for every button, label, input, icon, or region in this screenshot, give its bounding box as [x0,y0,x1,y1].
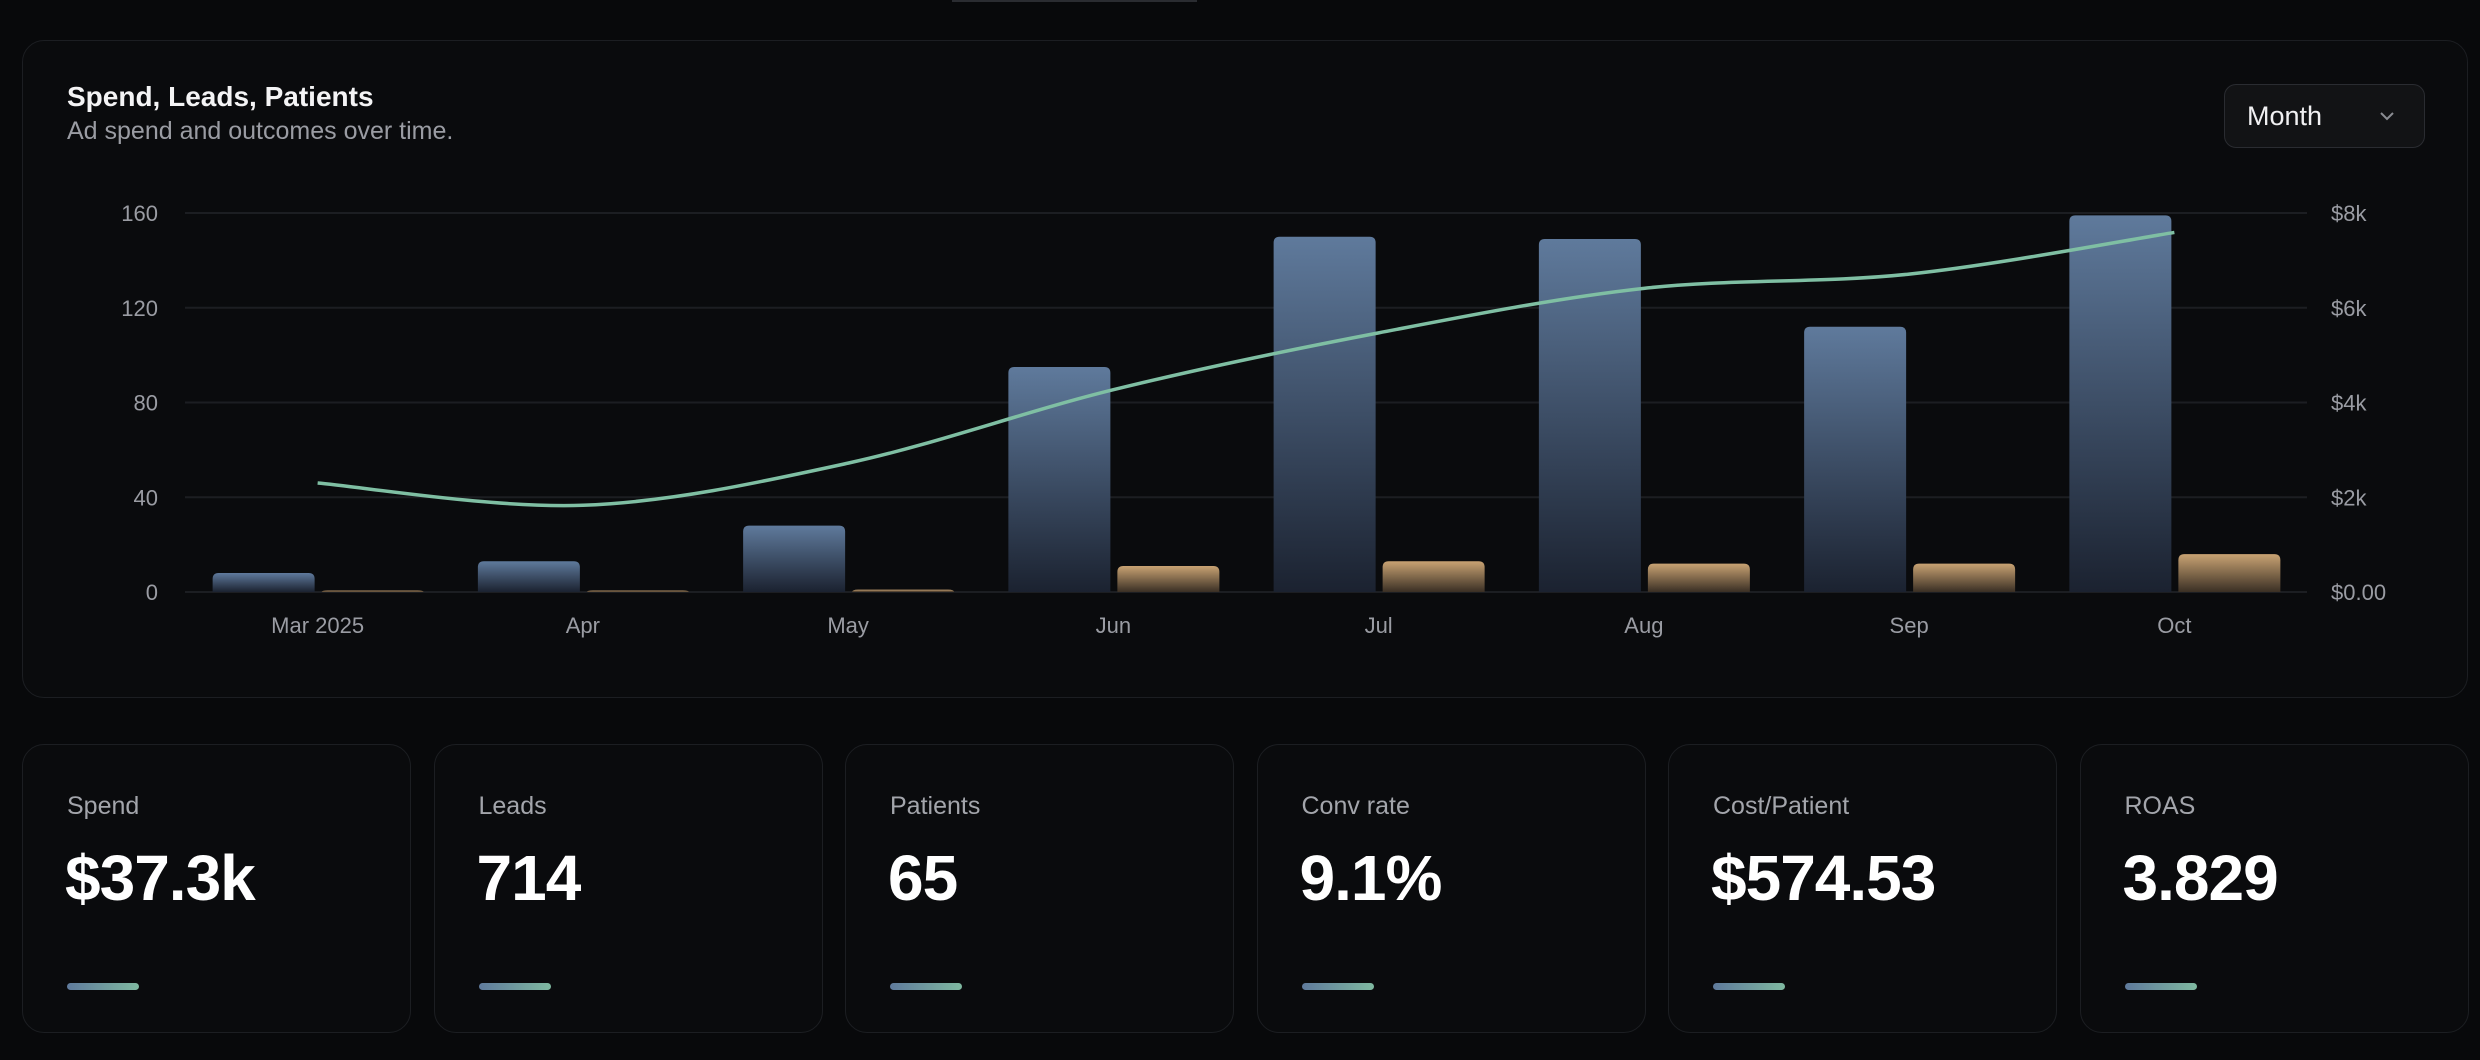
chart-title: Spend, Leads, Patients [67,81,374,112]
leads-bar [212,573,315,592]
stat-label: Spend [67,792,140,820]
patients-bar [1117,565,1220,592]
stat-label: ROAS [2124,792,2196,820]
leads-bar [2069,215,2172,592]
patients-bar [321,590,424,592]
stat-sparkline [1713,983,1785,990]
stat-value: 65 [888,842,958,914]
stat-sparkline [2124,983,2197,990]
top-divider [952,0,1197,2]
stat-value: $574.53 [1711,842,1936,914]
patients-bar [852,589,955,592]
stat-label: Conv rate [1301,792,1410,820]
stat-card-leads: Leads 714 [433,744,823,1033]
stat-card-spend: Spend $37.3k [22,744,411,1033]
stat-value: 714 [476,842,582,914]
left-tick-label: 80 [134,391,158,416]
right-tick-label: $0.00 [2331,580,2386,605]
patients-bar [586,590,689,592]
stat-card-conv-rate: Conv rate 9.1% [1256,744,1646,1033]
x-tick-label: Apr [566,613,600,638]
x-tick-label: Jul [1365,613,1393,638]
period-select-value: Month [2247,101,2323,131]
stat-value: 3.829 [2122,842,2279,914]
leads-bar [1538,239,1641,592]
chart-card: Spend, Leads, Patients Ad spend and outc… [22,40,2468,698]
stat-card-roas: ROAS 3.829 [2079,744,2469,1033]
right-tick-label: $8k [2331,201,2367,226]
stat-label: Cost/Patient [1713,792,1850,820]
right-tick-label: $4k [2331,391,2367,416]
left-tick-label: 0 [146,580,158,605]
right-tick-label: $2k [2331,485,2367,510]
patients-bar [2178,554,2281,592]
chevron-down-icon [2380,112,2394,121]
period-select[interactable]: Month [2224,84,2425,148]
leads-bar [1273,236,1376,592]
stat-card-patients: Patients 65 [845,744,1234,1033]
patients-bar [1382,561,1485,592]
stat-sparkline [478,983,551,990]
combo-chart: 0 40 80 120 160 $0.00 $2k $4k $6k $8k Mar 2025 Apr M… [121,201,2386,638]
stat-value: $37.3k [65,842,256,914]
leads-bar [1804,326,1907,592]
stat-sparkline [1301,983,1374,990]
x-tick-label: Oct [2157,613,2191,638]
x-tick-label: Mar 2025 [271,613,364,638]
x-tick-label: May [827,613,869,638]
leads-bar [477,561,580,592]
leads-bar [1008,366,1111,592]
left-tick-label: 40 [134,485,158,510]
stat-sparkline [67,983,139,990]
stat-value: 9.1% [1299,842,1443,914]
leads-bar [743,525,846,592]
left-tick-label: 120 [121,296,158,321]
x-tick-label: Sep [1890,613,1929,638]
stat-label: Leads [478,792,547,820]
patients-bar [1913,563,2016,592]
chart-subtitle: Ad spend and outcomes over time. [67,117,454,145]
left-tick-label: 160 [121,201,158,226]
right-tick-label: $6k [2331,296,2367,321]
stat-label: Patients [890,792,981,820]
stat-sparkline [890,983,962,990]
stat-card-cost-patient: Cost/Patient $574.53 [1668,744,2057,1033]
spend-line [317,230,2175,508]
x-tick-label: Aug [1624,613,1663,638]
x-tick-label: Jun [1096,613,1131,638]
patients-bar [1647,563,1750,592]
